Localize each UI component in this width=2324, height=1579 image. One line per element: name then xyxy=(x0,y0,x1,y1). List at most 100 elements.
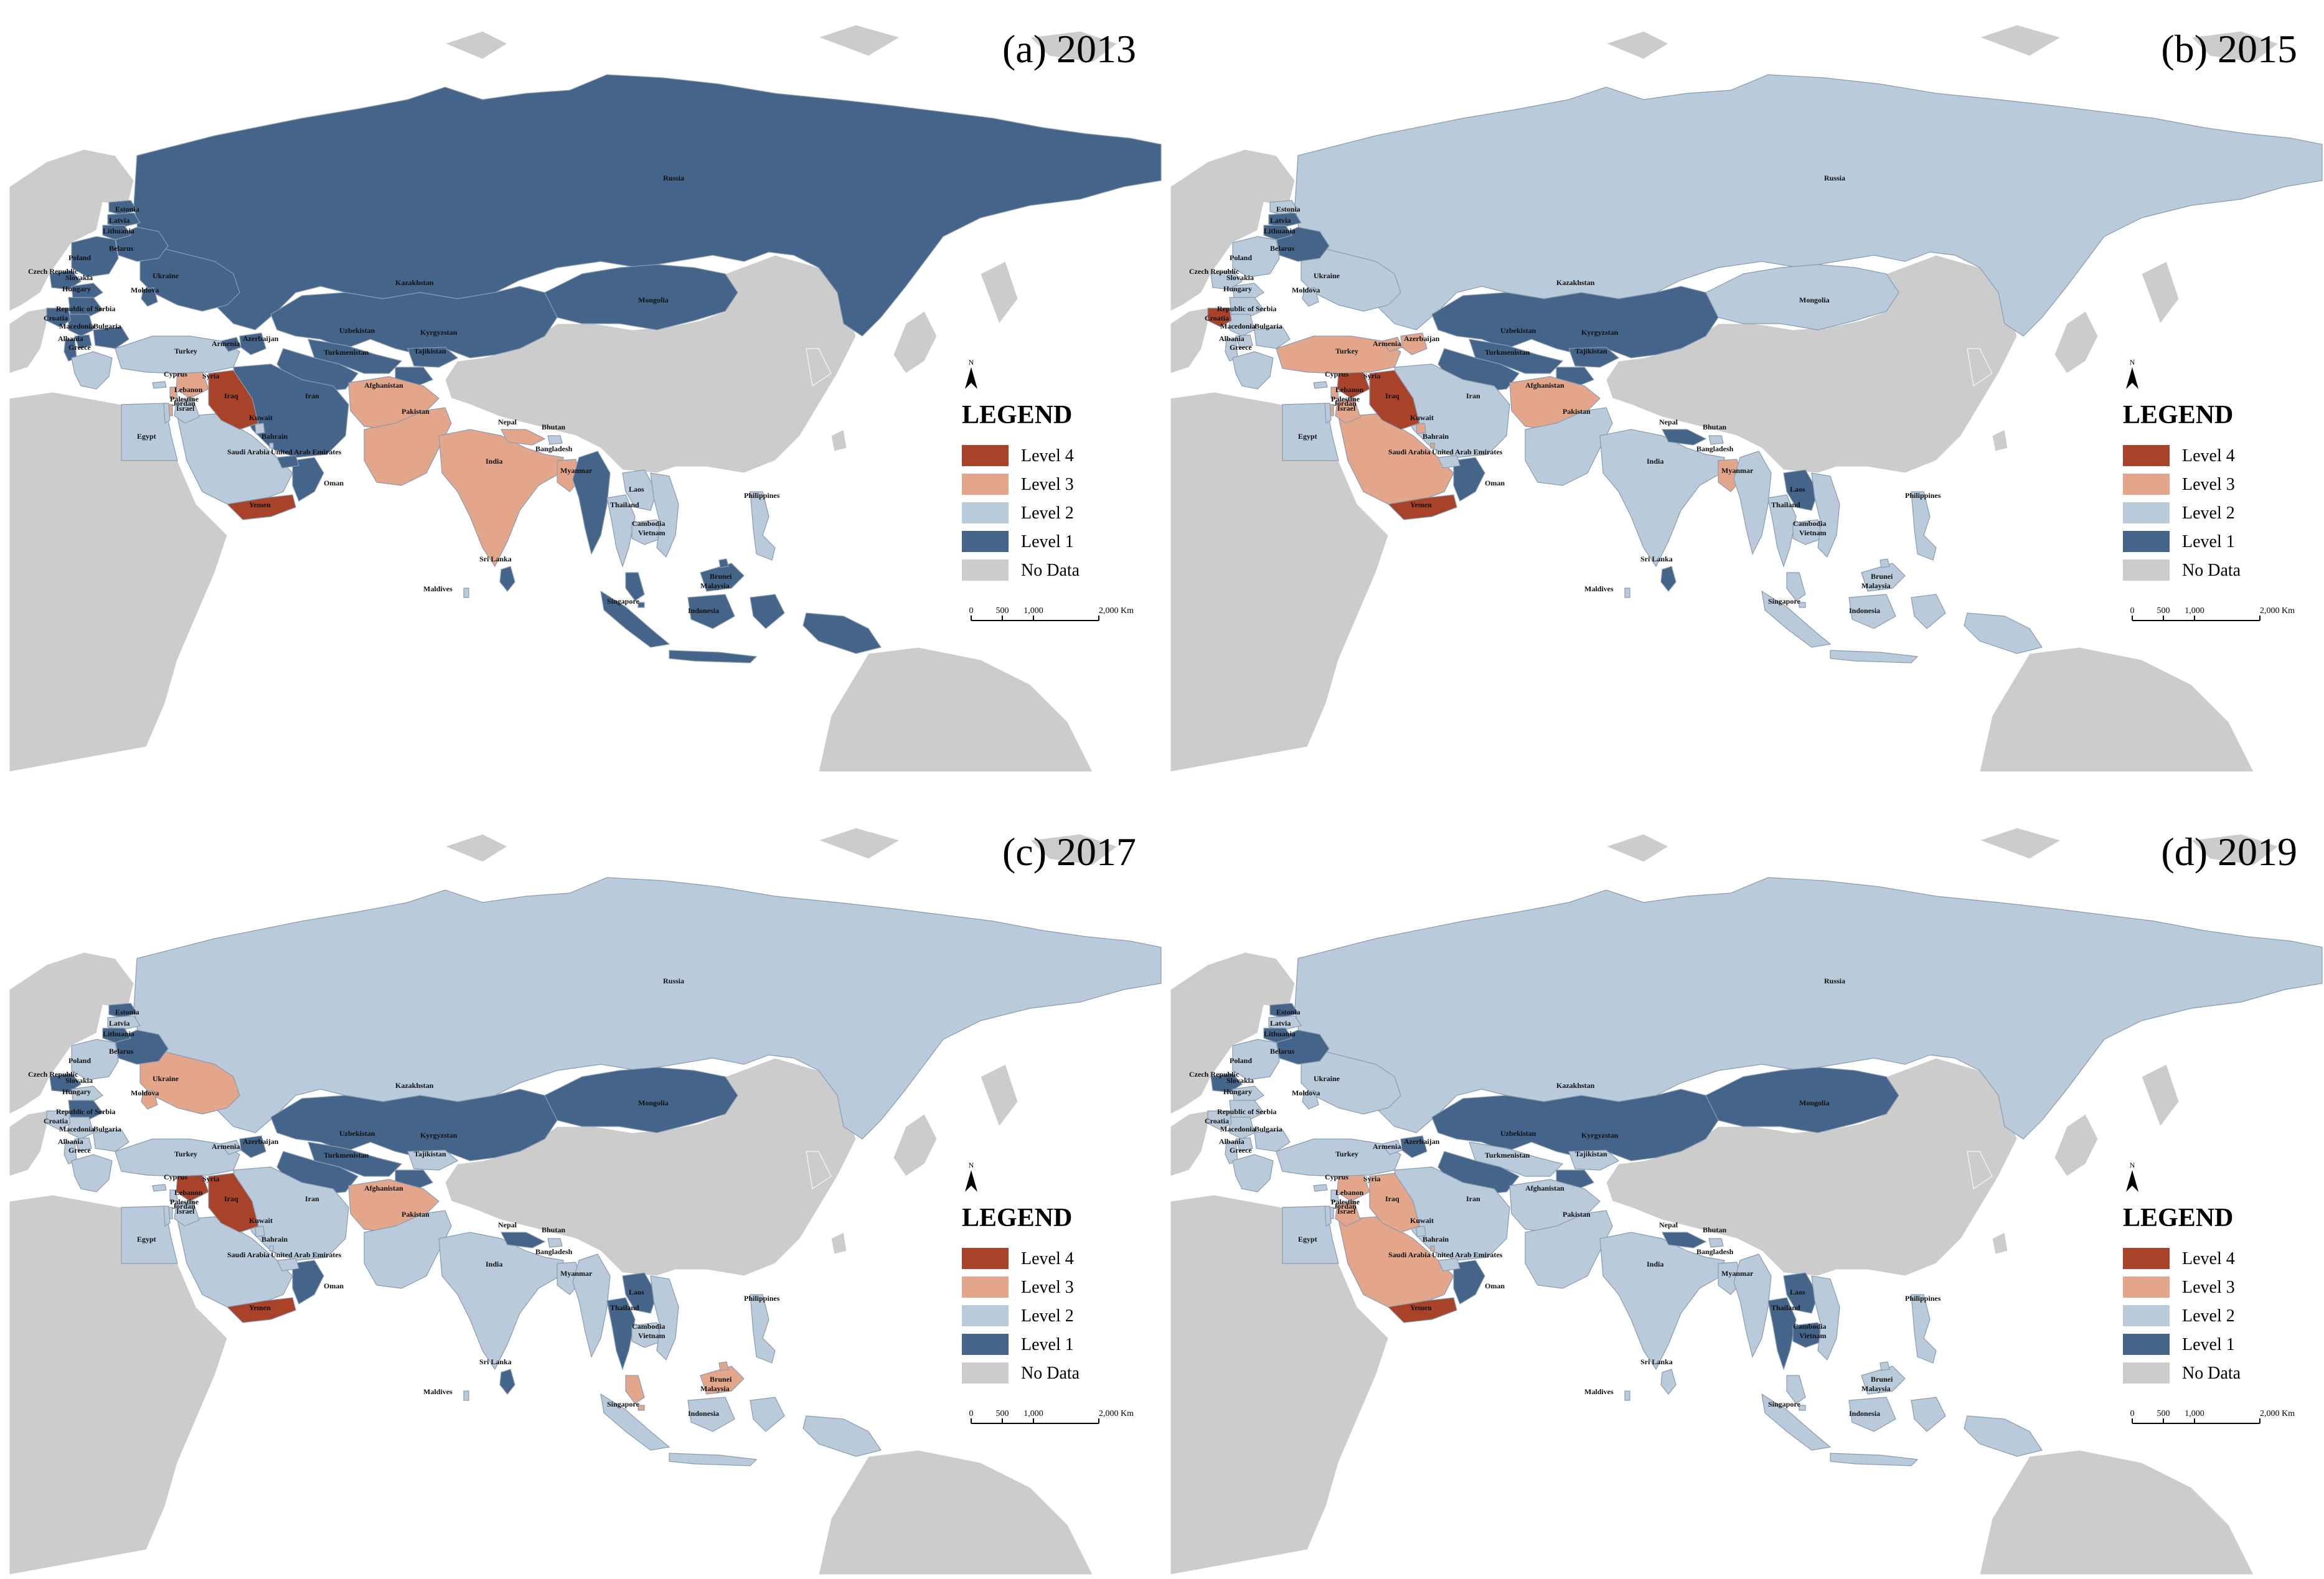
country-vietnam xyxy=(1811,472,1840,558)
country-label-myanmar: Myanmar xyxy=(1721,1269,1754,1278)
country-label-cyprus: Cyprus xyxy=(164,370,187,378)
country-label-slovakia: Slovakia xyxy=(65,273,93,282)
country-azerbaijan xyxy=(1400,332,1428,355)
country-hungary xyxy=(1229,1100,1264,1121)
country-russia xyxy=(1294,877,2323,1140)
country-label-republic-of-serbia: Republic of Serbia xyxy=(56,304,115,313)
legend-label-level3: Level 3 xyxy=(2182,475,2235,494)
country-pakistan xyxy=(364,407,452,486)
country-label-bangladesh: Bangladesh xyxy=(1696,1247,1734,1256)
scale-bar: 0 500 1,000 2,000 Km xyxy=(2130,606,2295,621)
country-label-moldova: Moldova xyxy=(1292,286,1320,294)
country-label-kuwait: Kuwait xyxy=(1410,413,1434,422)
country-label-thailand: Thailand xyxy=(610,1303,639,1312)
country-label-indonesia: Indonesia xyxy=(1849,606,1880,615)
country-label-latvia: Latvia xyxy=(1270,1019,1291,1028)
country-bahrain xyxy=(1430,1245,1435,1252)
country-label-moldova: Moldova xyxy=(1292,1089,1320,1097)
country-syria xyxy=(176,372,209,399)
country-label-kuwait: Kuwait xyxy=(249,413,273,422)
country-label-cambodia: Cambodia xyxy=(1793,1322,1826,1331)
country-label-bahrain: Bahrain xyxy=(261,432,288,441)
non-study-land-2 xyxy=(1170,149,1296,312)
legend-swatch-level1 xyxy=(962,531,1009,552)
country-mongolia xyxy=(1705,264,1899,330)
scale-tick-label-0: 0 xyxy=(969,1409,974,1418)
country-bulgaria xyxy=(93,1129,129,1152)
country-label-india: India xyxy=(1647,1260,1663,1268)
country-singapore xyxy=(637,1405,645,1411)
scale-tick-label-3: 2,000 Km xyxy=(2260,606,2295,616)
country-label-egypt: Egypt xyxy=(137,1235,156,1244)
scale-tick-label-1: 500 xyxy=(996,1409,1009,1418)
country-label-yemen: Yemen xyxy=(1410,500,1432,509)
country-bhutan xyxy=(1708,435,1724,445)
country-sri-lanka xyxy=(499,566,515,592)
country-label-nepal: Nepal xyxy=(498,1221,517,1229)
country-oman xyxy=(1453,457,1485,502)
map-panel-d: Russia Kazakhstan Mongolia Ukraine Belarus Po… xyxy=(1170,803,2323,1575)
country-label-yemen: Yemen xyxy=(1410,1303,1432,1312)
country-label-russia: Russia xyxy=(663,977,684,985)
country-slovakia xyxy=(1232,1085,1264,1103)
country-moldova xyxy=(141,1090,158,1110)
country-label-pakistan: Pakistan xyxy=(1563,407,1591,416)
country-croatia xyxy=(46,307,71,327)
country-label-malaysia: Malaysia xyxy=(700,1384,730,1393)
non-study-land-9 xyxy=(2190,30,2280,63)
country-label-sri-lanka: Sri Lanka xyxy=(479,1357,512,1366)
country-label-laos: Laos xyxy=(629,485,644,494)
country-maldives xyxy=(463,1390,469,1401)
country-label-turkey: Turkey xyxy=(1335,347,1358,355)
country-mongolia xyxy=(544,1067,738,1133)
country-label-philippines: Philippines xyxy=(744,491,780,500)
country-label-myanmar: Myanmar xyxy=(560,1269,593,1278)
country-label-croatia: Croatia xyxy=(44,314,68,322)
north-arrow-icon: N xyxy=(965,358,977,389)
country-label-bulgaria: Bulgaria xyxy=(1254,1125,1282,1133)
country-label-united-arab-emirates: United Arab Emirates xyxy=(271,1250,342,1259)
non-study-land-11 xyxy=(444,833,509,863)
country-label-brunei: Brunei xyxy=(1871,1375,1893,1384)
country-indonesia xyxy=(1761,590,2043,663)
country-hungary xyxy=(68,297,103,318)
country-laos xyxy=(622,1272,657,1314)
country-label-iran: Iran xyxy=(1466,391,1480,400)
country-label-lebanon: Lebanon xyxy=(1335,385,1364,394)
non-study-land-6 xyxy=(806,1151,832,1189)
country-label-latvia: Latvia xyxy=(1270,216,1291,225)
non-study-land-7 xyxy=(1979,647,2254,772)
country-label-turkmenistan: Turkmenistan xyxy=(324,1151,369,1160)
country-label-poland: Poland xyxy=(1230,253,1252,262)
country-label-slovakia: Slovakia xyxy=(1226,1076,1254,1085)
country-label-bhutan: Bhutan xyxy=(542,1225,565,1234)
north-arrow-label: N xyxy=(2130,358,2135,367)
non-study-land-9 xyxy=(2190,833,2280,866)
legend-label-nodata: No Data xyxy=(2182,561,2241,580)
country-label-iraq: Iraq xyxy=(1385,391,1400,400)
country-label-kazakhstan: Kazakhstan xyxy=(395,1081,434,1090)
country-label-brunei: Brunei xyxy=(710,1375,732,1384)
country-label-poland: Poland xyxy=(1230,1056,1252,1065)
country-label-saudi-arabia: Saudi Arabia xyxy=(227,1250,270,1259)
country-label-cambodia: Cambodia xyxy=(632,519,665,528)
country-label-macedonia: Macedonia xyxy=(59,322,95,330)
country-label-croatia: Croatia xyxy=(1205,314,1229,322)
country-syria xyxy=(1337,372,1370,399)
north-arrow-label: N xyxy=(969,1161,974,1169)
country-label-bangladesh: Bangladesh xyxy=(535,1247,573,1256)
country-label-kyrgyzstan: Kyrgyzstan xyxy=(1581,1131,1619,1140)
country-label-bulgaria: Bulgaria xyxy=(1254,322,1282,330)
country-label-albania: Albania xyxy=(58,334,83,343)
country-israel xyxy=(1324,1206,1332,1227)
country-label-sri-lanka: Sri Lanka xyxy=(1640,1357,1673,1366)
non-study-land-7 xyxy=(1979,1450,2254,1575)
country-label-turkey: Turkey xyxy=(174,347,197,355)
map-panel-b: Russia Kazakhstan Mongolia Ukraine Belarus Po… xyxy=(1170,0,2323,772)
non-study-land-12 xyxy=(1992,1232,2008,1255)
country-estonia xyxy=(1269,200,1299,215)
country-label-lebanon: Lebanon xyxy=(1335,1188,1364,1197)
non-study-land-8 xyxy=(980,1064,1019,1128)
country-republic-of-serbia xyxy=(68,314,94,337)
scale-tick-label-1: 500 xyxy=(2157,606,2170,616)
